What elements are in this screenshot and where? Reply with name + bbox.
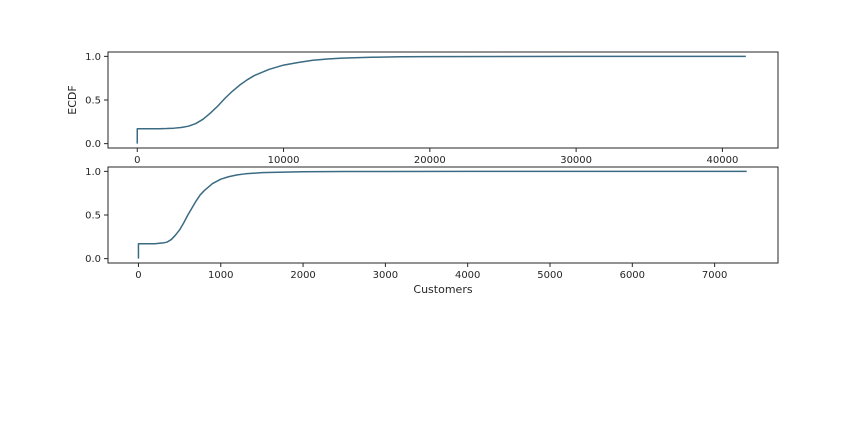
- x-tick-label: 20000: [414, 155, 446, 166]
- plot-frame: [107, 51, 779, 149]
- x-tick-label: 6000: [620, 270, 645, 281]
- x-tick-label: 3000: [373, 270, 398, 281]
- ecdf-series-line: [136, 55, 746, 144]
- y-tick-label: 0.0: [85, 254, 101, 265]
- x-tick-label: 5000: [537, 270, 562, 281]
- x-tick-label: 4000: [455, 270, 480, 281]
- x-tick-label: 30000: [560, 155, 592, 166]
- plot-frame: [107, 166, 779, 264]
- x-tick-label: 40000: [707, 155, 739, 166]
- ecdf-bottom-panel: 0 1000 2000 3000 4000 5000 6000 7000 0.0 0.5 1.0 Cu…: [85, 166, 779, 296]
- x-tick-label: 10000: [268, 155, 300, 166]
- x-tick-label: 0: [135, 270, 141, 281]
- y-tick-label: 1.0: [85, 52, 101, 63]
- ecdf-series-line: [137, 170, 747, 259]
- x-tick-label: 0: [134, 155, 140, 166]
- y-tick-label: 1.0: [85, 167, 101, 178]
- x-axis-label: Customers: [413, 283, 472, 296]
- y-axis-label: ECDF: [66, 85, 79, 114]
- y-tick-label: 0.0: [85, 139, 101, 150]
- y-tick-label: 0.5: [85, 96, 101, 107]
- x-tick-label: 7000: [702, 270, 727, 281]
- y-tick-label: 0.5: [85, 211, 101, 222]
- x-tick-label: 2000: [290, 270, 315, 281]
- x-tick-label: 1000: [208, 270, 233, 281]
- ecdf-top-panel: 0 10000 20000 30000 40000 0.0 0.5 1.0 ECDF: [66, 51, 779, 166]
